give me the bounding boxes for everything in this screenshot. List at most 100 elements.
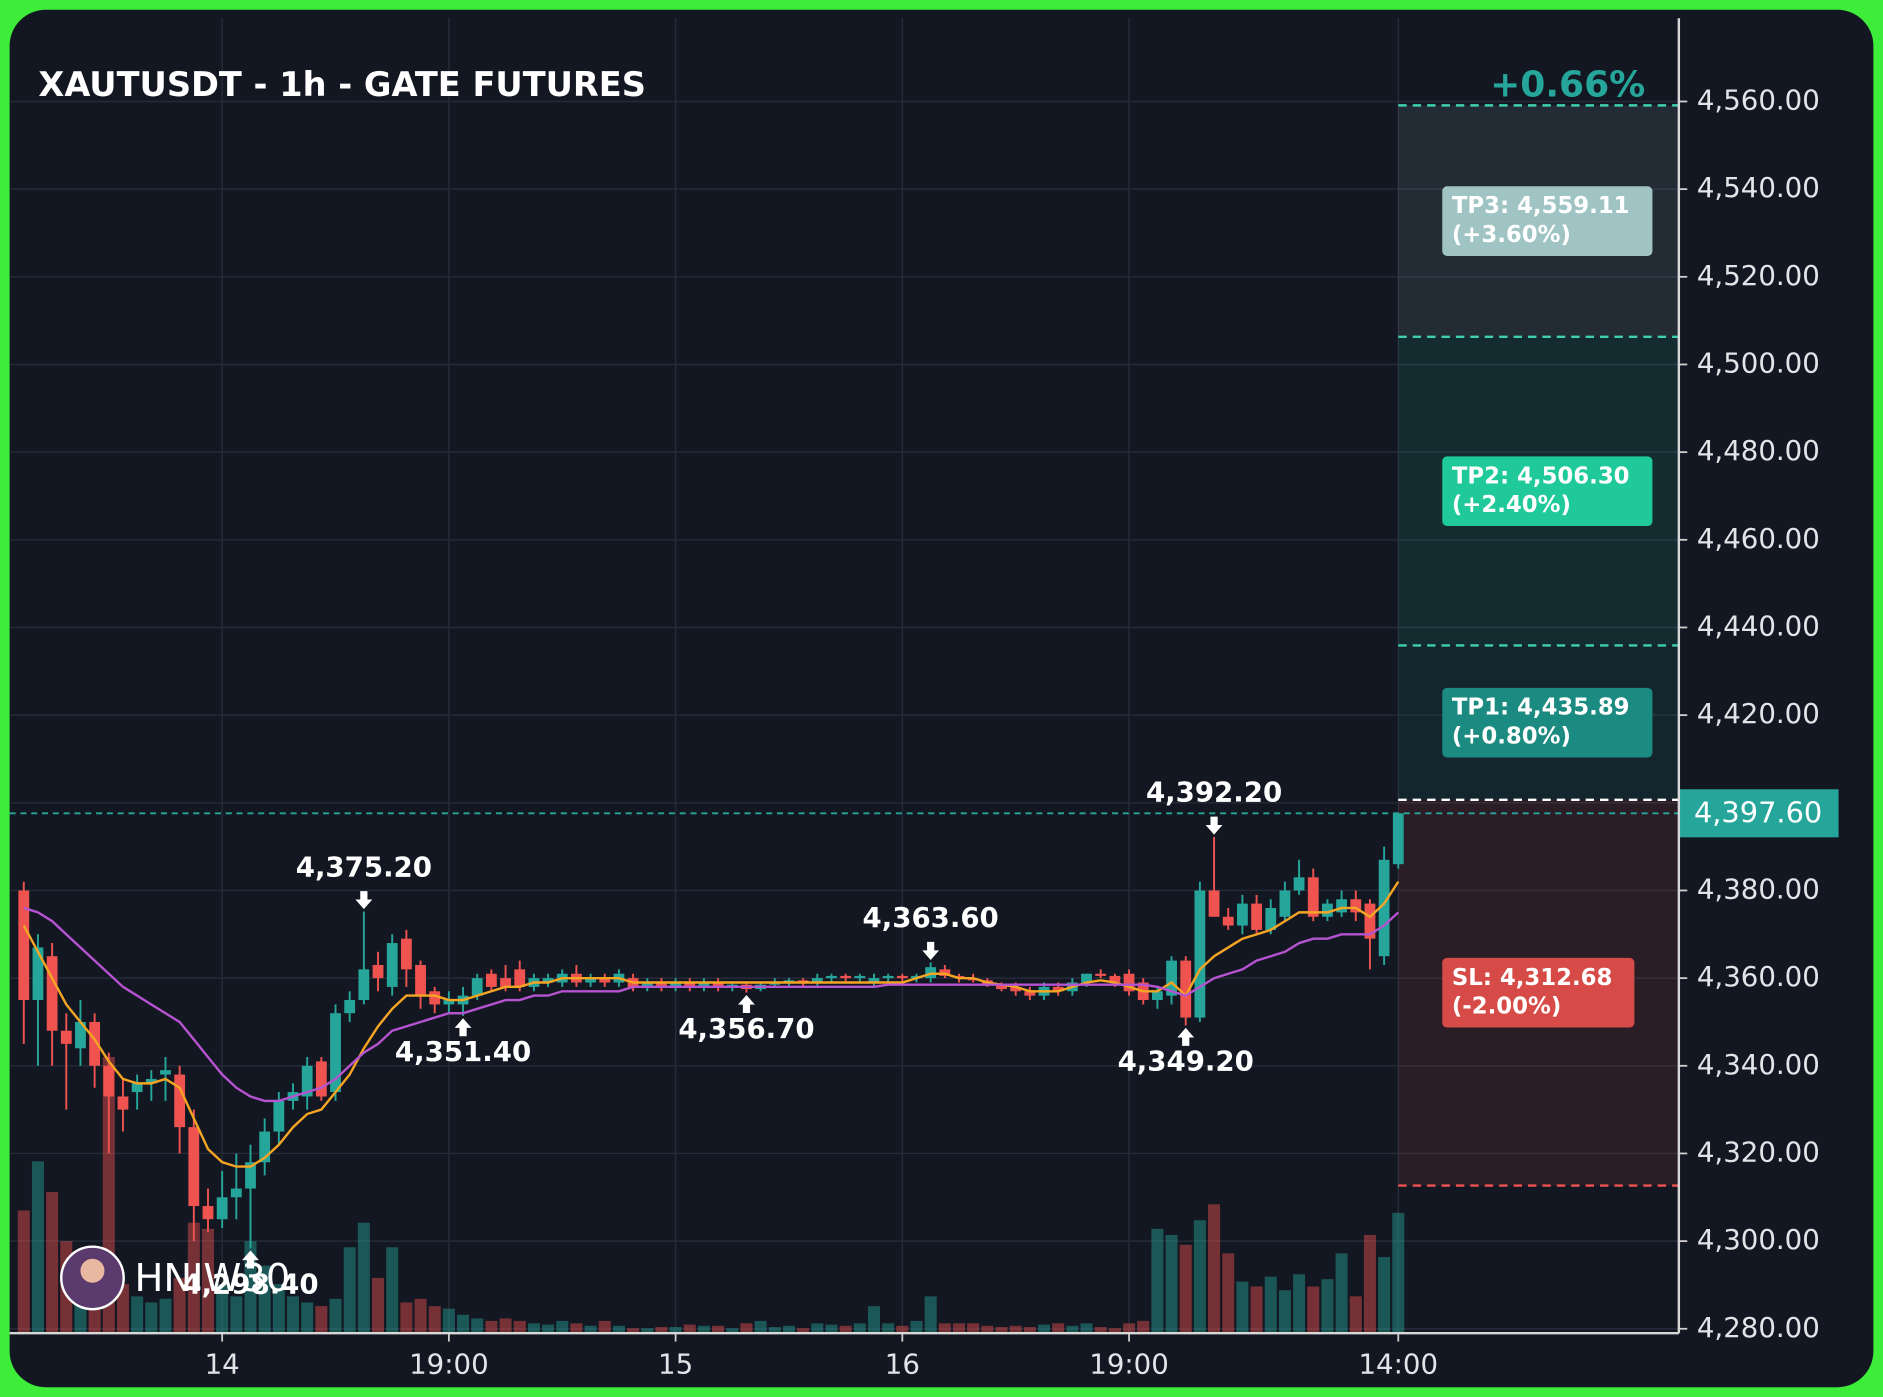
candle-body xyxy=(415,964,426,996)
candle-body xyxy=(1378,859,1390,957)
x-tick-label: 19:00 xyxy=(1089,1348,1169,1381)
x-tick-label: 16 xyxy=(885,1348,920,1381)
candle-body xyxy=(386,943,398,987)
plot: 4,280.00 4,300.00 4,320.00 4,340.00 4,360.00… xyxy=(9,18,1839,1381)
volume-bar xyxy=(272,1284,285,1334)
volume-bar xyxy=(145,1302,158,1334)
y-tick-label: 4,300.00 xyxy=(1697,1223,1820,1256)
volume-bar xyxy=(882,1323,895,1334)
candle-body xyxy=(641,982,653,987)
candle-body xyxy=(216,1197,228,1220)
y-tick-label: 4,320.00 xyxy=(1697,1135,1820,1168)
candle-body xyxy=(471,978,483,996)
volume-bar xyxy=(995,1327,1008,1334)
extreme-arrow xyxy=(738,994,755,1014)
volume-bar xyxy=(556,1320,569,1334)
volume-bar xyxy=(1009,1325,1022,1334)
candle-body xyxy=(854,975,866,979)
volume-bar xyxy=(1363,1234,1376,1334)
volume-bar xyxy=(1236,1281,1249,1334)
volume-bar xyxy=(230,1296,243,1334)
level-label: TP2: 4,506.30 xyxy=(1452,463,1630,489)
candle-body xyxy=(330,1013,341,1093)
y-tick-label: 4,540.00 xyxy=(1697,171,1820,204)
volume-bar xyxy=(1066,1325,1079,1334)
volume-bar xyxy=(201,1228,214,1334)
candle-body xyxy=(1081,973,1092,983)
volume-bar xyxy=(1193,1220,1206,1334)
candle-body xyxy=(1350,899,1362,913)
extreme-label: 4,351.40 xyxy=(395,1035,531,1068)
candle-body xyxy=(1010,986,1022,992)
candle-body xyxy=(245,1162,256,1189)
candle-body xyxy=(485,973,497,987)
candle-body xyxy=(868,978,880,983)
volume-bar xyxy=(1264,1276,1277,1334)
candle-body xyxy=(1151,991,1163,1001)
volume-bar xyxy=(655,1327,668,1334)
candle-body xyxy=(315,1061,327,1097)
candle-body xyxy=(443,1000,455,1005)
volume-bar xyxy=(740,1323,753,1334)
volume-bar xyxy=(669,1327,682,1334)
candle-body xyxy=(131,1083,143,1093)
candle-body xyxy=(358,969,370,1001)
volume-bar xyxy=(683,1324,696,1334)
volume-bar xyxy=(584,1325,597,1334)
volume-bar xyxy=(570,1323,583,1334)
level-box xyxy=(1442,186,1653,256)
volume-bar xyxy=(981,1325,994,1334)
volume-bar xyxy=(1108,1328,1121,1334)
x-tick-label: 19:00 xyxy=(409,1348,489,1381)
candle-body xyxy=(1336,899,1348,913)
volume-bar xyxy=(457,1314,470,1334)
volume-bar xyxy=(173,1277,186,1334)
candle-body xyxy=(400,938,412,970)
volume-bar xyxy=(754,1320,767,1334)
candle-body xyxy=(1237,903,1248,926)
change-label: +0.66% xyxy=(1490,65,1645,106)
y-tick-label: 4,560.00 xyxy=(1697,83,1820,116)
level-note: (-2.00%) xyxy=(1452,994,1561,1020)
candle-body xyxy=(1265,907,1277,930)
extreme-label: 4,375.20 xyxy=(296,850,432,883)
candle-body xyxy=(1364,903,1376,939)
candle-body xyxy=(273,1100,285,1132)
volume-bar xyxy=(216,1284,229,1334)
volume-bar xyxy=(1307,1286,1320,1334)
volume-bar xyxy=(896,1325,909,1334)
volume-bar xyxy=(1023,1327,1036,1334)
candle-body xyxy=(585,978,596,983)
candle-body xyxy=(542,978,554,983)
volume-bar xyxy=(1137,1320,1150,1334)
volume-bar xyxy=(953,1323,966,1334)
candle-body xyxy=(670,982,682,987)
candle-body xyxy=(301,1065,313,1097)
volume-bar xyxy=(1038,1324,1051,1334)
volume-bar xyxy=(1321,1279,1334,1334)
volume-bar xyxy=(315,1306,328,1334)
candle-body xyxy=(344,1000,356,1014)
candle-body xyxy=(1109,975,1121,983)
extreme-arrow xyxy=(922,941,940,960)
volume-bar xyxy=(938,1323,951,1334)
candle-body xyxy=(372,964,384,979)
chart-title: XAUTUSDT - 1h - GATE FUTURES xyxy=(38,65,646,104)
volume-bar xyxy=(726,1328,739,1334)
volume-bar xyxy=(17,1210,30,1334)
candle-body xyxy=(500,978,511,987)
volume-bar xyxy=(853,1323,866,1334)
candle-body xyxy=(1222,916,1234,926)
volume-bar xyxy=(542,1324,555,1334)
y-tick-label: 4,380.00 xyxy=(1697,872,1820,905)
volume-bar xyxy=(1151,1228,1164,1334)
y-tick-label: 4,520.00 xyxy=(1697,259,1820,292)
volume-bar xyxy=(442,1308,455,1334)
candle-body xyxy=(202,1206,214,1220)
volume-bar xyxy=(1222,1253,1235,1334)
y-tick-label: 4,360.00 xyxy=(1697,960,1820,993)
candle-body xyxy=(103,1065,115,1097)
volume-bar xyxy=(513,1320,526,1334)
extreme-label: 4,349.20 xyxy=(1118,1045,1254,1078)
candle-body xyxy=(1208,890,1220,917)
